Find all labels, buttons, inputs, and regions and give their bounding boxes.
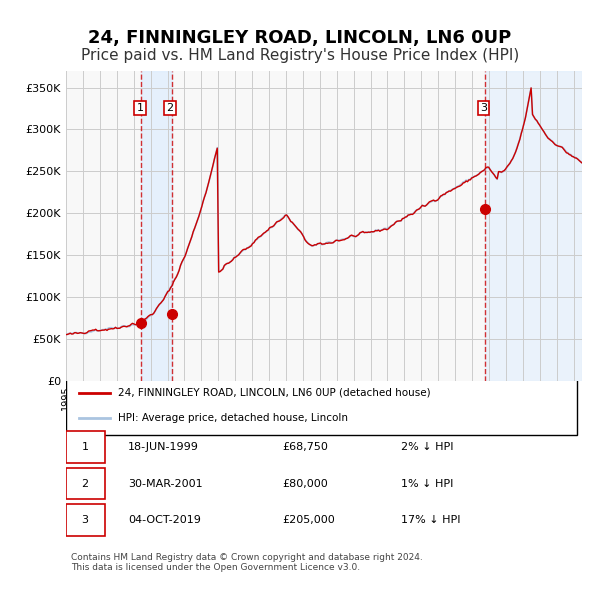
Text: 17% ↓ HPI: 17% ↓ HPI [401, 515, 461, 525]
FancyBboxPatch shape [66, 431, 104, 463]
Text: 18-JUN-1999: 18-JUN-1999 [128, 442, 199, 452]
Text: 24, FINNINGLEY ROAD, LINCOLN, LN6 0UP (detached house): 24, FINNINGLEY ROAD, LINCOLN, LN6 0UP (d… [118, 388, 430, 398]
Text: 1: 1 [82, 442, 89, 452]
Text: 1: 1 [136, 103, 143, 113]
Text: 1% ↓ HPI: 1% ↓ HPI [401, 478, 454, 489]
Text: 3: 3 [480, 103, 487, 113]
FancyBboxPatch shape [66, 468, 104, 500]
Text: 2: 2 [166, 103, 173, 113]
Bar [485, 71, 582, 381]
Text: £205,000: £205,000 [283, 515, 335, 525]
Text: HPI: Average price, detached house, Lincoln: HPI: Average price, detached house, Linc… [118, 414, 347, 424]
Text: 3: 3 [82, 515, 89, 525]
Text: 04-OCT-2019: 04-OCT-2019 [128, 515, 201, 525]
Text: 30-MAR-2001: 30-MAR-2001 [128, 478, 203, 489]
Bar [142, 71, 172, 381]
Text: 2% ↓ HPI: 2% ↓ HPI [401, 442, 454, 452]
FancyBboxPatch shape [66, 379, 577, 435]
Text: 24, FINNINGLEY ROAD, LINCOLN, LN6 0UP: 24, FINNINGLEY ROAD, LINCOLN, LN6 0UP [88, 30, 512, 47]
Text: Contains HM Land Registry data © Crown copyright and database right 2024.
This d: Contains HM Land Registry data © Crown c… [71, 553, 423, 572]
Text: £80,000: £80,000 [283, 478, 328, 489]
Text: 2: 2 [82, 478, 89, 489]
Text: Price paid vs. HM Land Registry's House Price Index (HPI): Price paid vs. HM Land Registry's House … [81, 48, 519, 63]
FancyBboxPatch shape [66, 504, 104, 536]
Text: £68,750: £68,750 [283, 442, 329, 452]
